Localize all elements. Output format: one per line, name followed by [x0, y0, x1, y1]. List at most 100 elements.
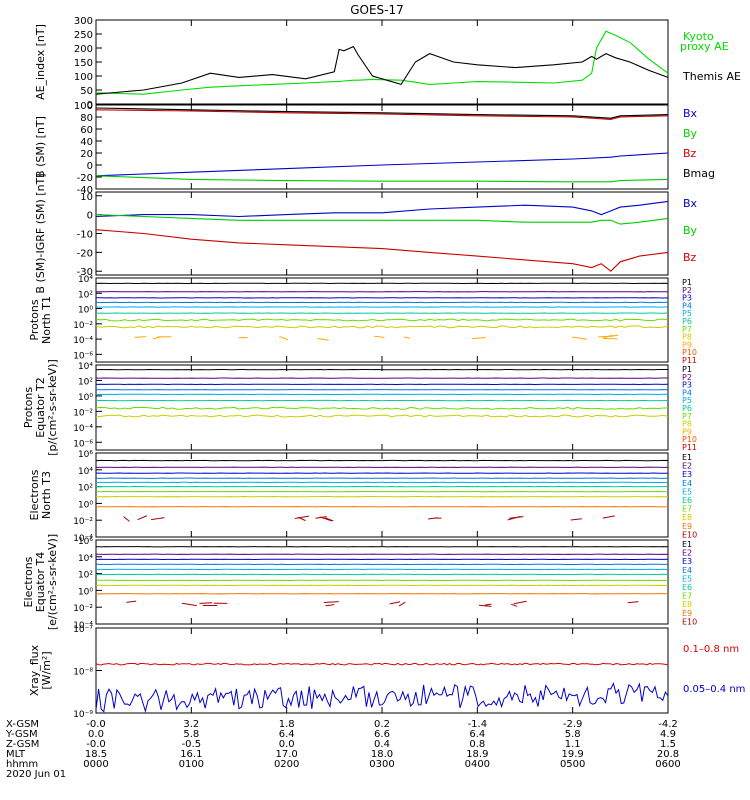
series-fragment-e10 [325, 517, 334, 522]
series-line-p7 [95, 318, 669, 322]
y-axis-label-line: Xray_flux [28, 644, 41, 696]
y-axis-label-line: Protons [22, 387, 35, 428]
panel-e2: 10⁶ 10⁴ 10² 10⁰ 10⁻² 10⁻⁴ Electrons Equator T4[… [22, 534, 669, 631]
legend-proton-p7: P7 [682, 412, 692, 421]
y-tick-label: 10⁰ [78, 587, 93, 597]
y-tick-label: 0 [87, 211, 93, 222]
legend-proton-p8: P8 [682, 333, 692, 342]
legend-electron-e5: E5 [682, 487, 692, 496]
y-tick-label: 10⁰ [78, 500, 93, 510]
y-tick-label: 100 [74, 72, 93, 83]
ephemeris-value: 17.0 [276, 749, 298, 760]
series-line-bx [95, 200, 669, 218]
y-tick-label: -20 [77, 248, 93, 259]
series-fragment-p9 [317, 338, 329, 341]
legend-proton-p3: P3 [682, 294, 692, 303]
y-tick-label: 0 [87, 161, 93, 172]
y-axis-label: B (SM)-IGRF (SM) [nT] [34, 173, 47, 293]
ephemeris-value: -2.9 [563, 719, 583, 730]
ephemeris-value: 6.4 [279, 729, 295, 740]
legend-electron-e4: E4 [682, 479, 692, 488]
series-fragment-e10 [510, 603, 518, 607]
legend-proton-p1: P1 [682, 278, 692, 287]
series-fragment-p9 [374, 335, 385, 338]
y-tick-label: -40 [77, 185, 93, 196]
y-tick-label: -10 [77, 230, 93, 241]
ephemeris-value: 0200 [274, 759, 299, 770]
legend-electron-e7: E7 [682, 505, 692, 514]
ephemeris-value: 4.9 [660, 729, 676, 740]
series-fragment-e10 [602, 515, 615, 519]
y-tick-label: 10⁻⁶ [73, 439, 93, 449]
legend-proton-p2: P2 [682, 286, 692, 295]
series-line-bx [95, 152, 669, 177]
series-fragment-e10 [323, 601, 339, 604]
panel-ae: 300 250 200 150 100 50 0 AE_index [nT] [34, 16, 669, 111]
ephemeris-value: 6.6 [374, 729, 390, 740]
legend-proton-p4: P4 [682, 388, 692, 397]
y-tick-label: 10⁻² [73, 604, 93, 614]
legend-electron-e5: E5 [682, 574, 692, 583]
series-fragment-e10 [199, 602, 213, 604]
y-tick-label: 10⁰ [78, 306, 93, 316]
series-line-p8 [95, 414, 669, 418]
ephemeris-value: 1.1 [565, 739, 581, 750]
legend-electron-e6: E6 [682, 583, 692, 592]
ephemeris-value: 20.8 [657, 749, 679, 760]
series-fragment-e10 [126, 600, 137, 603]
ephemeris-value: 18.0 [371, 749, 393, 760]
ephemeris-value: 0.2 [374, 719, 390, 730]
y-axis-label: AE_index [nT] [34, 24, 47, 100]
ephemeris-value: 16.1 [180, 749, 202, 760]
y-axis-label-line: Electrons [22, 556, 35, 607]
series-line-p7 [95, 406, 668, 410]
ephemeris-value: 18.9 [466, 749, 488, 760]
ephemeris-date: 2020 Jun 01 [6, 769, 66, 780]
panel-e1: 10⁶ 10⁴ 10² 10⁰ 10⁻² 10⁻⁴ Electrons North T3 [28, 450, 669, 544]
y-tick-label: 10⁴ [78, 362, 93, 372]
legend-electron-e4: E4 [682, 566, 692, 575]
legend-electron-e3: E3 [682, 557, 692, 566]
y-axis-label-line: North T1 [40, 296, 53, 344]
y-axis-label-line: Equator T2 [34, 377, 47, 437]
legend-bsm-bmag: Bmag [683, 167, 715, 180]
series-line-kyoto-proxy-ae [95, 30, 669, 95]
y-tick-label: 100 [74, 101, 93, 112]
legend-electron-e3: E3 [682, 470, 692, 479]
legend-electron-e9: E9 [682, 522, 692, 531]
panel-bigrf: 10 0 -10 -20 -30 B (SM)-IGRF (SM) [nT] [34, 173, 669, 294]
series-line-bz [95, 229, 669, 272]
legend-electron-e2: E2 [682, 549, 692, 558]
legend-themis-ae: Themis AE [682, 70, 741, 83]
series-line-bz [95, 109, 669, 120]
series-line-by [95, 175, 669, 183]
legend-bigrf-bx: Bx [683, 197, 698, 210]
y-tick-label: 10⁻⁹ [73, 710, 93, 720]
y-axis-label-line: [W/m²] [40, 651, 53, 689]
legend-proton-p2: P2 [682, 373, 692, 382]
legend-electron-e7: E7 [682, 592, 692, 601]
panel-p1: 10⁴ 10² 10⁰ 10⁻² 10⁻⁴ 10⁻⁶ Protons North T1 [28, 275, 669, 363]
legend-proton-p9: P9 [682, 340, 692, 349]
legend-proton-p6: P6 [682, 404, 692, 413]
ephemeris-value: 0.0 [279, 739, 295, 750]
legend-proton-p1: P1 [682, 365, 692, 374]
ephemeris-value: 5.8 [183, 729, 199, 740]
series-fragment-e10 [513, 600, 527, 605]
legend-electron-e9: E9 [682, 609, 692, 618]
ephemeris-value: 1.8 [279, 719, 295, 730]
y-tick-label: 300 [74, 16, 93, 27]
panel-frame [95, 539, 669, 625]
y-axis-label-line: Equator T4 [34, 552, 47, 612]
ephemeris-value: 0100 [179, 759, 204, 770]
series-fragment-e10 [325, 604, 335, 607]
series-fragment-e10 [398, 601, 406, 607]
legend-bsm-bz: Bz [683, 147, 697, 160]
series-fragment-e10 [507, 515, 521, 521]
legend-proton-p5: P5 [682, 309, 692, 318]
legend-electron-e10: E10 [682, 530, 697, 539]
y-axis-label: Electrons North T3 [28, 469, 53, 520]
y-axis-label-line: B (SM) [nT] [34, 116, 47, 178]
legend-xray-short: 0.05–0.4 nm [683, 684, 745, 695]
legend-bigrf-by: By [683, 224, 698, 237]
